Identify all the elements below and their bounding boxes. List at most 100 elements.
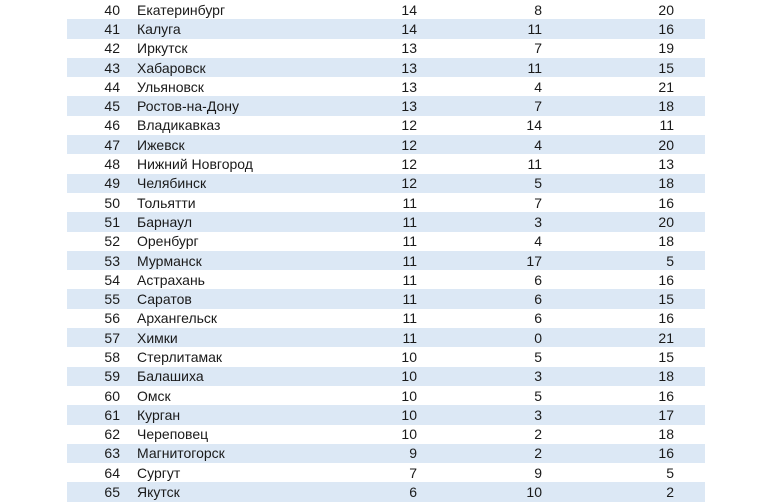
value-cell-v2: 8 xyxy=(534,1,542,18)
value-cell-v2: 6 xyxy=(534,271,542,288)
rank-cell: 59 xyxy=(104,368,120,385)
city-table: 40 Екатеринбург 14 8 20 41 Калуга 14 11 16 42 Иркут… xyxy=(67,0,705,502)
rank-cell: 60 xyxy=(104,387,120,404)
value-cell-v1: 10 xyxy=(401,406,417,423)
value-cell-v3: 18 xyxy=(658,233,674,250)
value-cell-v2: 7 xyxy=(534,40,542,57)
value-cell-v3: 21 xyxy=(658,329,674,346)
value-cell-v1: 11 xyxy=(402,213,417,230)
city-name-cell: Ижевск xyxy=(137,136,185,153)
rank-cell: 56 xyxy=(104,310,120,327)
rank-cell: 48 xyxy=(104,156,120,173)
value-cell-v1: 10 xyxy=(401,426,417,443)
city-name-cell: Ростов-на-Дону xyxy=(137,98,239,115)
city-name-cell: Челябинск xyxy=(137,175,207,192)
city-name-cell: Барнаул xyxy=(137,213,192,230)
value-cell-v3: 17 xyxy=(658,406,674,423)
value-cell-v2: 0 xyxy=(534,329,542,346)
table-row: 40 Екатеринбург 14 8 20 xyxy=(67,0,705,20)
value-cell-v3: 5 xyxy=(666,464,674,481)
value-cell-v1: 13 xyxy=(401,59,417,76)
value-cell-v3: 21 xyxy=(658,78,674,95)
rank-cell: 63 xyxy=(104,445,120,462)
value-cell-v2: 11 xyxy=(527,156,542,173)
value-cell-v3: 16 xyxy=(658,271,674,288)
value-cell-v2: 4 xyxy=(534,233,542,250)
value-cell-v1: 14 xyxy=(401,1,417,18)
city-name-cell: Хабаровск xyxy=(137,59,206,76)
value-cell-v3: 16 xyxy=(658,20,674,37)
value-cell-v2: 6 xyxy=(534,291,542,308)
value-cell-v3: 16 xyxy=(658,387,674,404)
table-row: 51 Барнаул 11 3 20 xyxy=(67,212,705,232)
value-cell-v1: 11 xyxy=(402,194,417,211)
city-name-cell: Мурманск xyxy=(137,252,202,269)
value-cell-v2: 5 xyxy=(534,175,542,192)
value-cell-v1: 13 xyxy=(401,40,417,57)
rank-cell: 64 xyxy=(104,464,120,481)
rank-cell: 50 xyxy=(104,194,120,211)
value-cell-v3: 13 xyxy=(658,156,674,173)
city-name-cell: Астрахань xyxy=(137,271,205,288)
rank-cell: 52 xyxy=(104,233,120,250)
value-cell-v2: 4 xyxy=(534,136,542,153)
city-name-cell: Сургут xyxy=(137,464,181,481)
city-name-cell: Балашиха xyxy=(137,368,204,385)
value-cell-v1: 12 xyxy=(401,136,417,153)
city-name-cell: Ульяновск xyxy=(137,78,204,95)
rank-cell: 45 xyxy=(104,98,120,115)
table-row: 50 Тольятти 11 7 16 xyxy=(67,192,705,213)
table-row: 43 Хабаровск 13 11 15 xyxy=(67,57,705,78)
table-row: 64 Сургут 7 9 5 xyxy=(67,463,705,483)
rank-cell: 65 xyxy=(104,484,120,501)
value-cell-v2: 6 xyxy=(534,310,542,327)
city-name-cell: Иркутск xyxy=(137,40,188,57)
city-name-cell: Омск xyxy=(137,387,171,404)
value-cell-v1: 11 xyxy=(402,252,417,269)
rank-cell: 55 xyxy=(104,291,120,308)
city-name-cell: Химки xyxy=(137,329,178,346)
value-cell-v1: 11 xyxy=(402,310,417,327)
table-row: 42 Иркутск 13 7 19 xyxy=(67,38,705,58)
value-cell-v3: 16 xyxy=(658,194,674,211)
table-row: 53 Мурманск 11 17 5 xyxy=(67,250,705,271)
value-cell-v3: 15 xyxy=(658,291,674,308)
rank-cell: 44 xyxy=(104,78,120,95)
table-row: 55 Саратов 11 6 15 xyxy=(67,289,705,309)
value-cell-v1: 6 xyxy=(409,484,417,501)
value-cell-v3: 5 xyxy=(666,252,674,269)
table-row: 65 Якутск 6 10 2 xyxy=(67,482,705,502)
table-row: 47 Ижевск 12 4 20 xyxy=(67,135,705,155)
value-cell-v1: 9 xyxy=(409,445,417,462)
rank-cell: 49 xyxy=(104,175,120,192)
value-cell-v1: 11 xyxy=(402,329,417,346)
value-cell-v2: 17 xyxy=(526,252,542,269)
value-cell-v1: 10 xyxy=(401,387,417,404)
table-row: 41 Калуга 14 11 16 xyxy=(67,19,705,39)
value-cell-v2: 5 xyxy=(534,348,542,365)
table-row: 48 Нижний Новгород 12 11 13 xyxy=(67,154,705,174)
table-row: 61 Курган 10 3 17 xyxy=(67,405,705,425)
city-name-cell: Якутск xyxy=(137,484,180,501)
value-cell-v2: 2 xyxy=(534,445,542,462)
value-cell-v2: 7 xyxy=(534,194,542,211)
value-cell-v1: 14 xyxy=(401,20,417,37)
table-row: 59 Балашиха 10 3 18 xyxy=(67,366,705,386)
value-cell-v3: 15 xyxy=(658,59,674,76)
value-cell-v3: 16 xyxy=(658,310,674,327)
city-name-cell: Саратов xyxy=(137,291,192,308)
table-row: 46 Владикавказ 12 14 11 xyxy=(67,115,705,136)
rank-cell: 40 xyxy=(104,1,120,18)
city-name-cell: Череповец xyxy=(137,426,209,443)
value-cell-v1: 13 xyxy=(401,78,417,95)
value-cell-v2: 5 xyxy=(534,387,542,404)
value-cell-v3: 18 xyxy=(658,368,674,385)
value-cell-v2: 2 xyxy=(534,426,542,443)
rank-cell: 41 xyxy=(104,20,120,37)
value-cell-v3: 18 xyxy=(658,426,674,443)
value-cell-v3: 18 xyxy=(658,175,674,192)
city-name-cell: Калуга xyxy=(137,20,181,37)
city-name-cell: Магнитогорск xyxy=(137,445,225,462)
value-cell-v1: 11 xyxy=(402,233,417,250)
table-row: 49 Челябинск 12 5 18 xyxy=(67,173,705,193)
